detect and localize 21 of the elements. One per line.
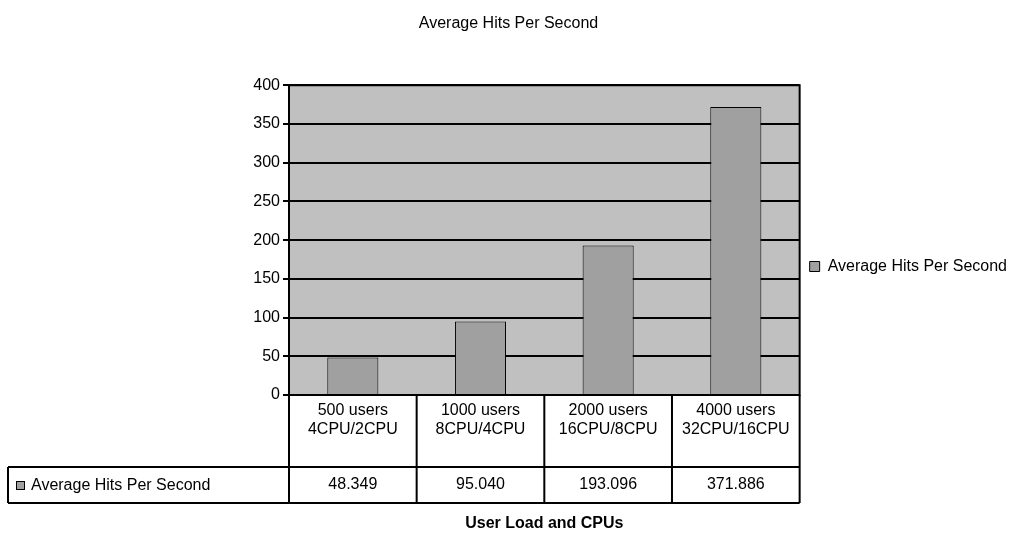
y-tick-label: 250	[253, 191, 281, 209]
y-tick-label: 200	[253, 230, 281, 248]
data-label: 193.096	[579, 475, 638, 493]
data-label: 371.886	[706, 475, 765, 493]
x-axis-title: User Load and CPUs	[465, 513, 624, 531]
x-tick-label: 1000 users 8CPU/4CPU	[435, 401, 526, 438]
data-label: 95.040	[456, 475, 506, 493]
y-tick-label: 50	[262, 346, 281, 364]
y-tick-label: 350	[253, 114, 281, 132]
legend-label: Average Hits Per Second	[827, 256, 1007, 274]
y-tick-label: 400	[253, 75, 281, 93]
chart-title: Average Hits Per Second	[418, 14, 599, 32]
data-label: 48.349	[328, 475, 378, 493]
y-tick-label: 150	[253, 269, 281, 287]
x-tick-label: 4000 users 32CPU/16CPU	[682, 401, 790, 438]
y-tick-label: 300	[253, 153, 281, 171]
y-tick-label: 0	[271, 385, 281, 403]
text: Average Hits Per Second	[31, 476, 211, 493]
y-tick-label: 100	[253, 307, 281, 325]
x-tick-label: 2000 users 16CPU/8CPU	[558, 401, 658, 438]
x-tick-label: 500 users 4CPU/2CPU	[307, 401, 398, 438]
